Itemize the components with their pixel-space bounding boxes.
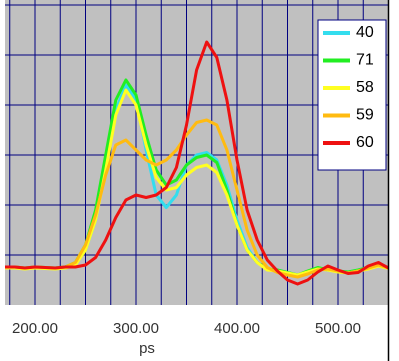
x-axis-label: ps (139, 340, 155, 357)
x-tick-label: 300.00 (113, 320, 159, 337)
legend-label: 71 (356, 52, 374, 69)
legend-label: 59 (356, 107, 374, 124)
legend-label: 58 (356, 79, 374, 96)
x-tick-label: 400.00 (214, 320, 260, 337)
series-line (5, 40, 388, 286)
x-tick-label: 500.00 (315, 320, 361, 337)
legend-label: 60 (356, 134, 374, 151)
legend-label: 40 (356, 24, 374, 41)
legend-box (317, 19, 387, 171)
series-lines (5, 40, 388, 286)
x-tick-label: 200.00 (12, 320, 58, 337)
legend: 40 71 58 59 60 (317, 19, 387, 171)
